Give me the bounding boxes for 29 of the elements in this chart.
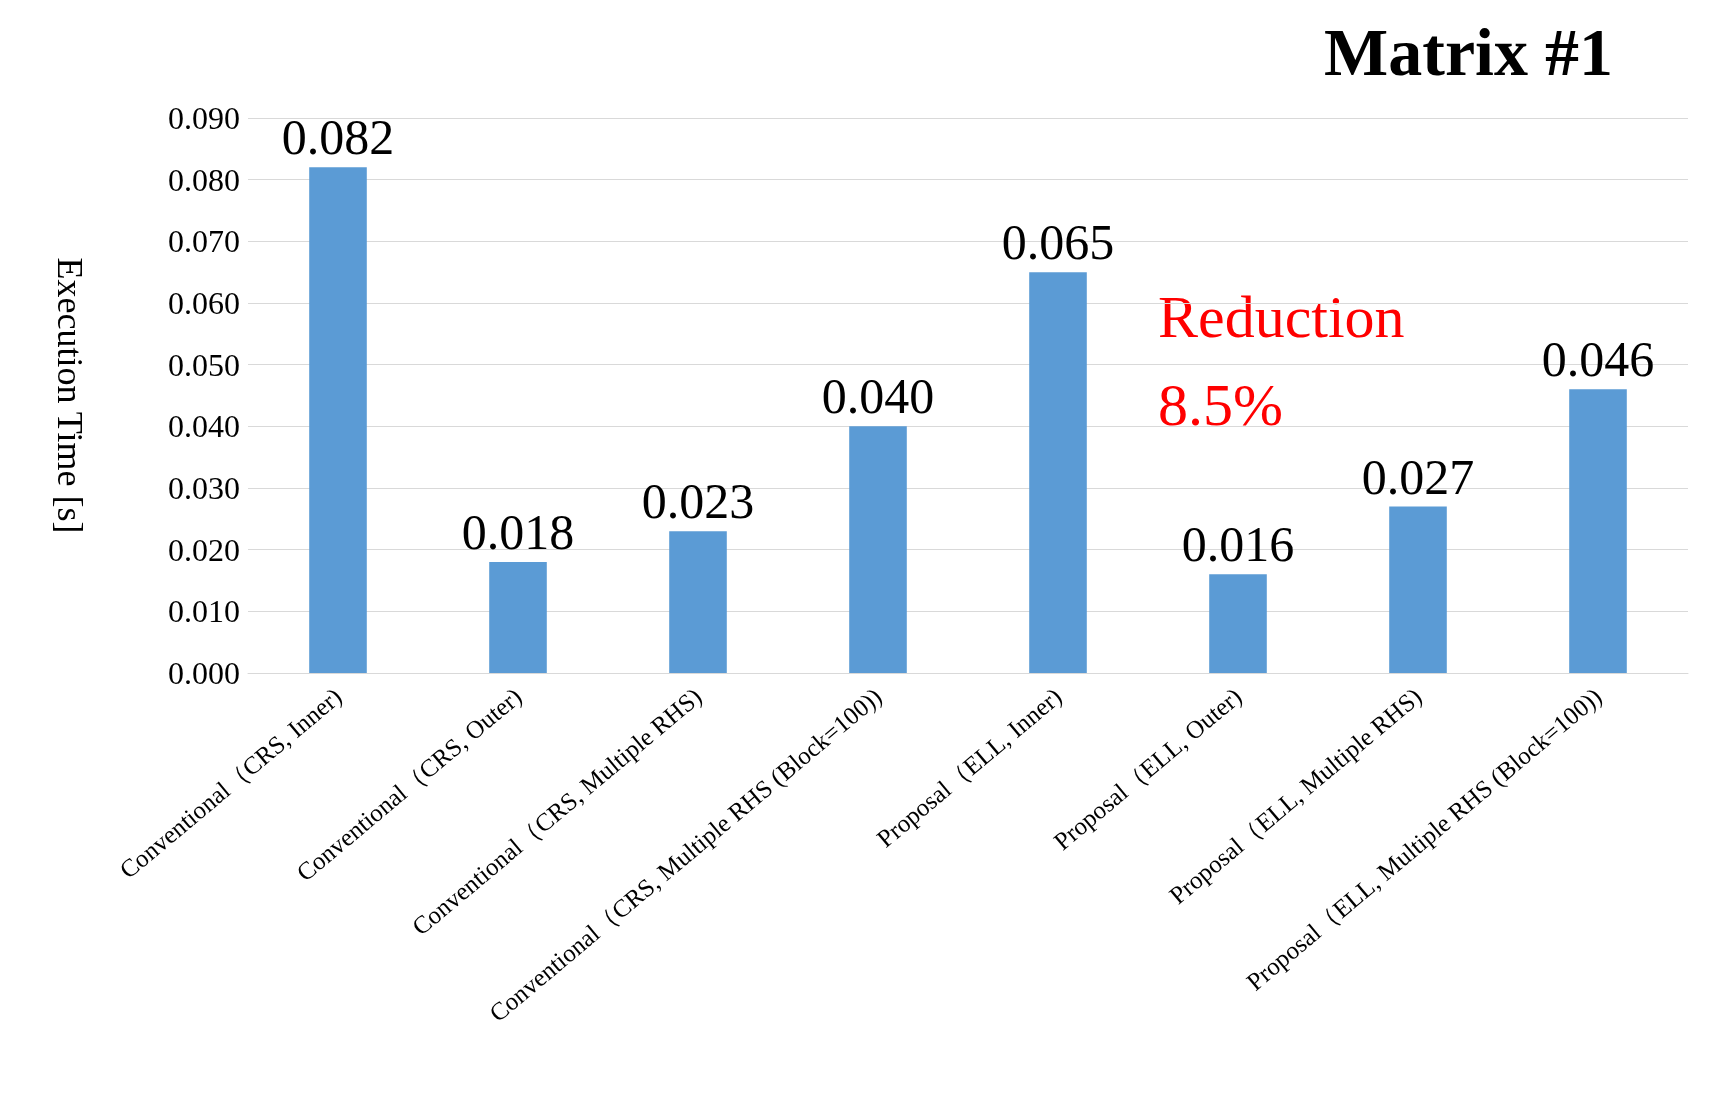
bar (1569, 389, 1627, 673)
y-tick-label: 0.030 (168, 470, 240, 506)
bar (669, 531, 727, 673)
y-tick-label: 0.090 (168, 100, 240, 136)
data-label: 0.065 (1001, 214, 1115, 271)
bar (1389, 506, 1447, 673)
bar (849, 426, 907, 673)
bar (1209, 574, 1267, 673)
y-tick-label: 0.040 (168, 408, 240, 445)
data-label: 0.018 (461, 504, 575, 560)
y-tick-label: 0.000 (168, 655, 240, 691)
data-label: 0.027 (1361, 448, 1475, 505)
bar (1029, 272, 1087, 673)
annotation: Reduction 8.5% (1158, 284, 1405, 438)
data-label: 0.040 (821, 368, 935, 425)
y-axis-title: Execution Time [s] (50, 257, 90, 534)
data-label: 0.016 (1181, 516, 1295, 573)
data-label: 0.023 (641, 473, 755, 530)
data-label: 0.046 (1541, 331, 1655, 388)
y-tick-label: 0.010 (168, 593, 240, 630)
y-tick-label: 0.020 (168, 531, 240, 568)
bar (489, 562, 547, 673)
chart-title: Matrix #1 (1324, 14, 1614, 90)
bar (309, 167, 367, 673)
data-label: 0.082 (281, 109, 395, 166)
y-tick-label: 0.080 (168, 161, 240, 198)
y-tick-label: 0.050 (168, 346, 240, 383)
y-tick-label: 0.070 (168, 223, 240, 260)
y-tick-label: 0.060 (168, 285, 240, 321)
